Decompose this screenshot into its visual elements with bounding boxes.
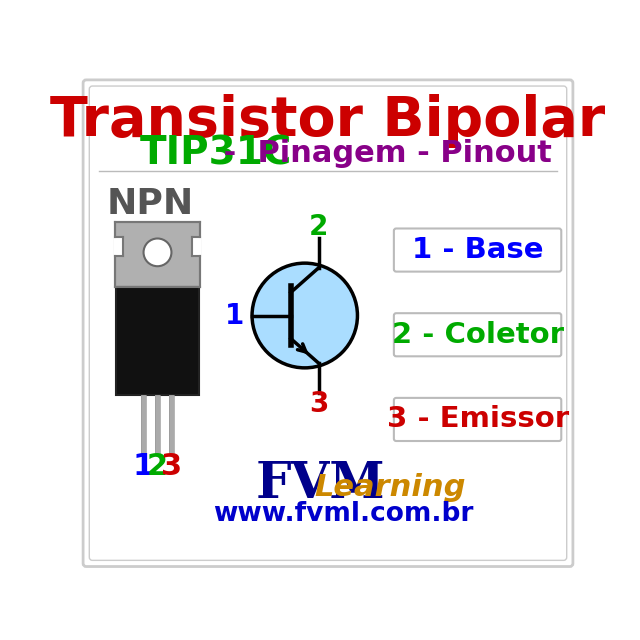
- Bar: [116, 287, 198, 395]
- Text: www.fvml.com.br: www.fvml.com.br: [213, 501, 474, 527]
- Bar: [114, 237, 124, 256]
- Text: -  Pinagem - Pinout: - Pinagem - Pinout: [213, 140, 552, 168]
- Text: NPN: NPN: [106, 187, 193, 221]
- Circle shape: [252, 263, 358, 368]
- Text: FVM: FVM: [255, 460, 385, 509]
- Text: 1: 1: [225, 301, 244, 330]
- Text: 2: 2: [147, 452, 168, 481]
- Bar: [169, 395, 174, 452]
- Text: 3: 3: [161, 452, 182, 481]
- Text: 1 - Base: 1 - Base: [412, 236, 543, 264]
- FancyBboxPatch shape: [394, 228, 561, 271]
- Text: Transistor Bipolar: Transistor Bipolar: [51, 95, 605, 148]
- Bar: [155, 395, 160, 452]
- FancyBboxPatch shape: [90, 86, 566, 561]
- Text: 3: 3: [309, 390, 328, 418]
- Bar: [191, 237, 201, 256]
- FancyBboxPatch shape: [394, 398, 561, 441]
- Bar: [141, 395, 146, 452]
- Text: 2: 2: [309, 213, 328, 241]
- Text: 2 - Coletor: 2 - Coletor: [392, 321, 564, 349]
- FancyBboxPatch shape: [83, 80, 573, 566]
- Text: TIP31C: TIP31C: [140, 135, 292, 173]
- FancyBboxPatch shape: [394, 313, 561, 356]
- FancyBboxPatch shape: [115, 221, 200, 287]
- Text: Learning: Learning: [314, 474, 466, 502]
- Text: 3 - Emissor: 3 - Emissor: [387, 406, 568, 433]
- Text: 1: 1: [133, 452, 154, 481]
- Circle shape: [143, 239, 172, 266]
